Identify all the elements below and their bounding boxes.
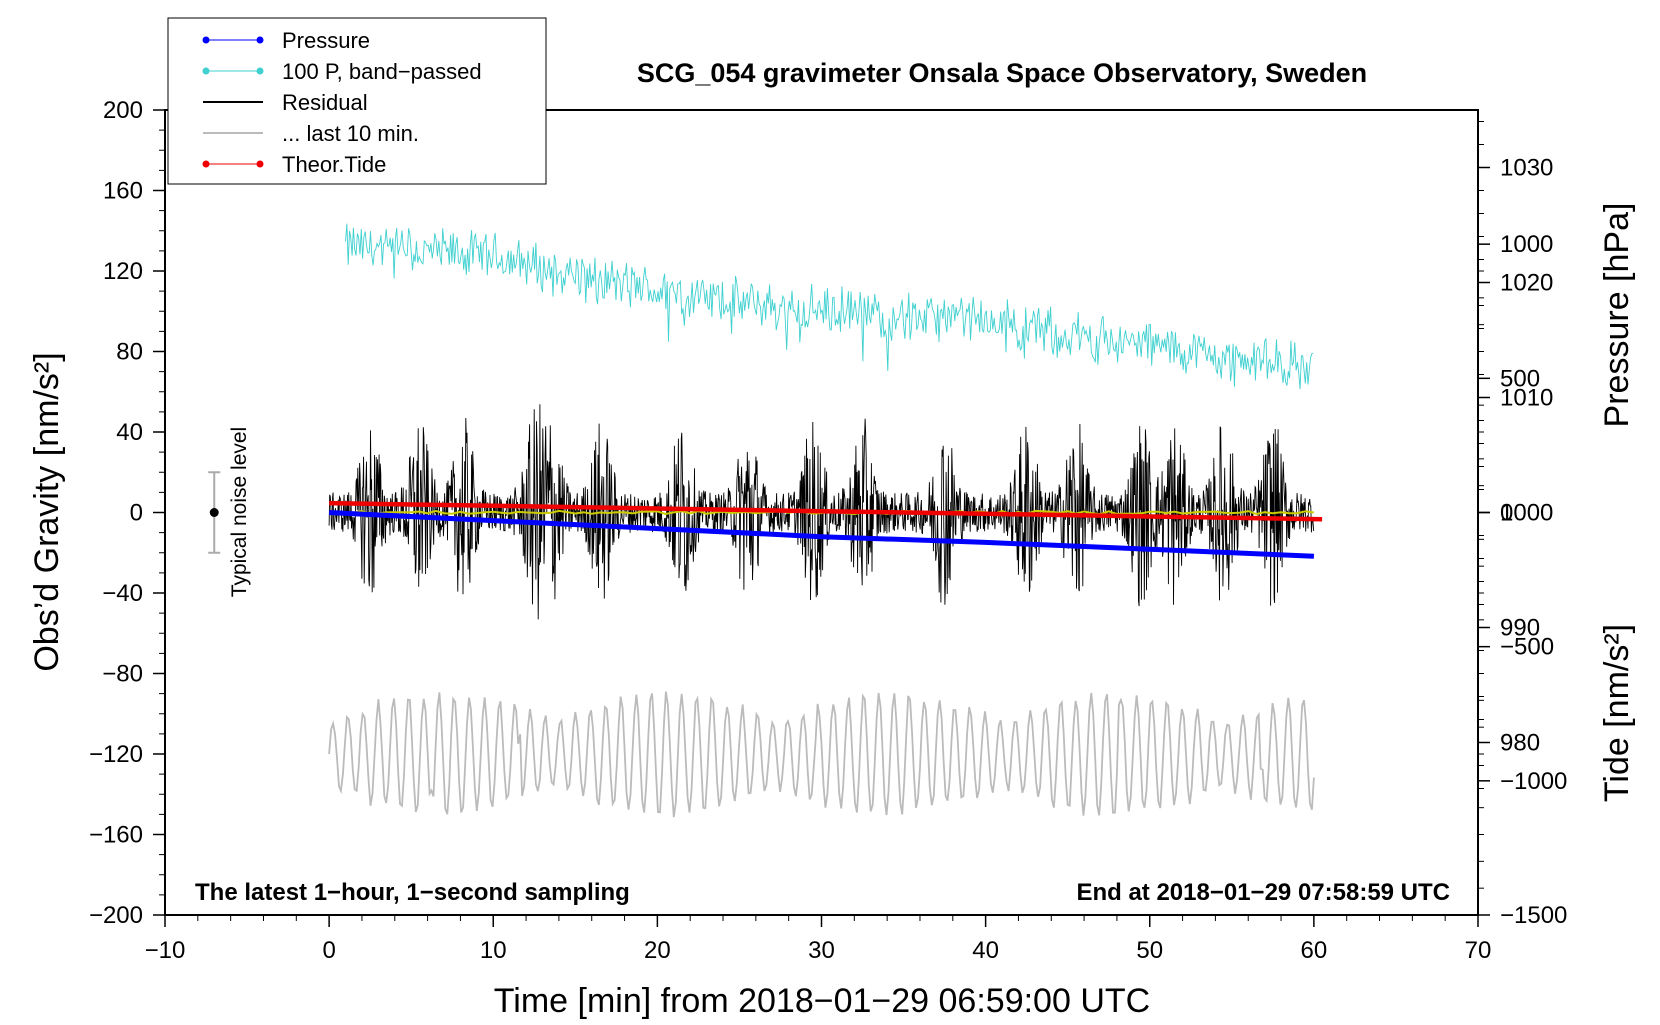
series-pressure-bandpassed xyxy=(345,223,1314,390)
noise-bar xyxy=(208,471,221,554)
annotation-bottom-right: End at 2018−01−29 07:58:59 UTC xyxy=(1076,879,1450,906)
x-tick-label: 70 xyxy=(1465,937,1492,964)
x-tick-label: 30 xyxy=(808,937,835,964)
legend: Pressure 100 P, band−passed Residual ...… xyxy=(167,17,547,185)
noise-level-label: Typical noise level xyxy=(228,427,251,597)
pressure-tick-label: 1010 xyxy=(1500,385,1553,412)
annotation-bottom-left: The latest 1−hour, 1−second sampling xyxy=(195,879,630,906)
axis-ticks: −10 0 10 20 30 40 50 60 7020016012080400−40−80−1… xyxy=(89,97,1567,964)
legend-label-theor-tide: Theor.Tide xyxy=(282,152,386,177)
legend-marker-bandpassed xyxy=(202,67,210,75)
y-left-tick-label: 0 xyxy=(130,500,143,527)
pressure-tick-label: 1030 xyxy=(1500,155,1553,182)
pressure-tick-label: 1000 xyxy=(1500,500,1553,527)
tide-tick-label: −500 xyxy=(1500,634,1554,661)
x-tick-label: −10 xyxy=(145,937,186,964)
series-theor-tide xyxy=(329,500,1323,522)
tide-tick-label: −1000 xyxy=(1500,768,1567,795)
x-tick-label: 10 xyxy=(480,937,507,964)
x-tick-label: 60 xyxy=(1301,937,1328,964)
y-left-tick-label: −80 xyxy=(102,661,143,688)
series-line-last-10-min xyxy=(328,691,1315,818)
pressure-tick-label: 980 xyxy=(1500,730,1540,757)
legend-label-pressure: Pressure xyxy=(282,28,370,53)
y-left-tick-label: 40 xyxy=(116,419,143,446)
x-tick-label: 40 xyxy=(972,937,999,964)
noise-bar-dot xyxy=(209,508,219,517)
series-pressure xyxy=(328,510,1315,559)
tide-tick-label: 0 xyxy=(1500,500,1513,527)
y-left-tick-label: 120 xyxy=(103,258,143,285)
series-line-bandpassed xyxy=(345,223,1314,390)
legend-label-last-10-min: ... last 10 min. xyxy=(282,121,419,146)
pressure-tick-label: 1020 xyxy=(1500,270,1553,297)
pressure-tick-label: 990 xyxy=(1500,615,1540,642)
y-left-tick-label: 80 xyxy=(116,339,143,366)
tide-tick-label: 1000 xyxy=(1500,231,1553,258)
x-tick-label: 20 xyxy=(644,937,671,964)
series-last-10-min xyxy=(328,691,1315,818)
tide-tick-label: 500 xyxy=(1500,365,1540,392)
y-axis-title-pressure: Pressure [hPa] xyxy=(1598,203,1636,428)
legend-label-residual: Residual xyxy=(282,90,368,115)
y-left-tick-label: −120 xyxy=(89,741,143,768)
y-left-tick-label: 200 xyxy=(103,97,143,124)
y-left-tick-label: −160 xyxy=(89,822,143,849)
series-line-pressure xyxy=(328,510,1315,559)
x-axis-title: Time [min] from 2018−01−29 06:59:00 UTC xyxy=(494,982,1150,1020)
x-tick-label: 0 xyxy=(322,937,335,964)
y-left-tick-label: −40 xyxy=(102,580,143,607)
y-left-tick-label: 160 xyxy=(103,178,143,205)
y-axis-title-left: Obs’d Gravity [nm/s²] xyxy=(28,352,66,671)
legend-marker-pressure xyxy=(202,36,210,44)
legend-marker-pressure-2 xyxy=(256,36,264,44)
y-axis-title-tide: Tide [nm/s²] xyxy=(1598,624,1636,802)
tide-tick-label: −1500 xyxy=(1500,902,1567,929)
legend-marker-theor-tide xyxy=(202,160,210,168)
x-tick-label: 50 xyxy=(1136,937,1163,964)
y-left-tick-label: −200 xyxy=(89,902,143,929)
legend-marker-bandpassed-2 xyxy=(256,67,264,75)
legend-marker-theor-tide-2 xyxy=(256,160,264,168)
chart-title: SCG_054 gravimeter Onsala Space Observat… xyxy=(637,58,1367,88)
series-line-theor-tide xyxy=(329,500,1323,522)
legend-label-bandpassed: 100 P, band−passed xyxy=(282,59,482,84)
